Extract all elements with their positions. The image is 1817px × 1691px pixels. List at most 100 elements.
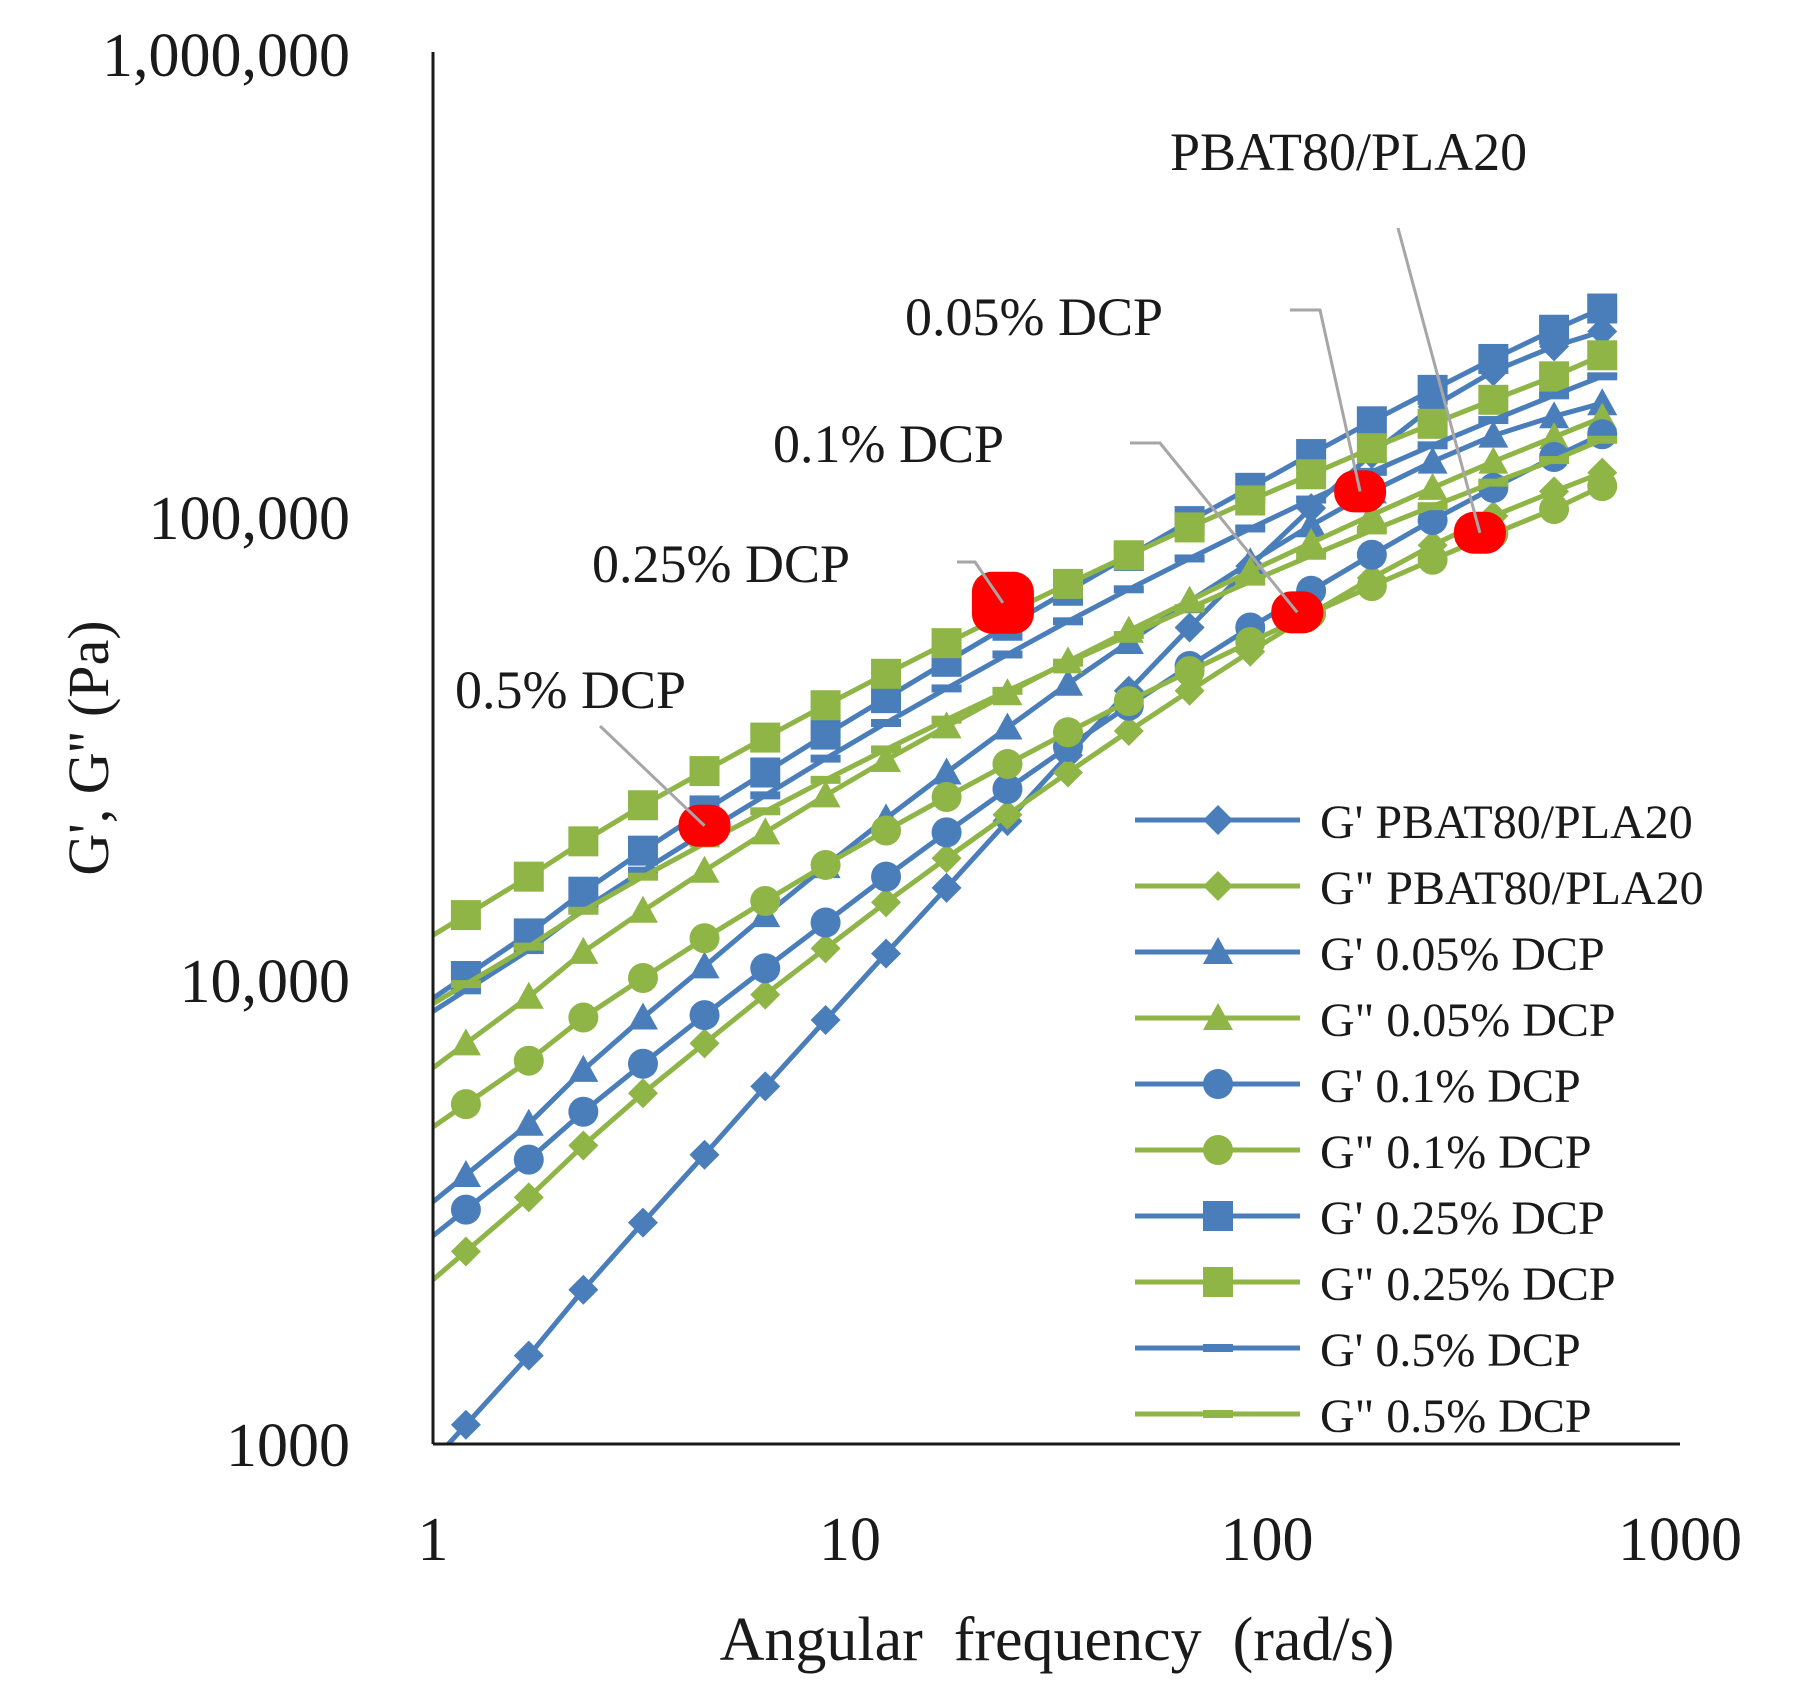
data-point xyxy=(568,1274,599,1305)
data-point xyxy=(450,1028,481,1056)
data-point xyxy=(689,1028,720,1059)
data-point xyxy=(568,826,599,857)
data-point xyxy=(450,980,481,989)
legend-item: G' 0.5% DCP xyxy=(1135,1324,1581,1377)
data-point xyxy=(871,744,902,772)
legend: G' PBAT80/PLA20 G" PBAT80/PLA20 G' 0.05%… xyxy=(1135,796,1704,1443)
legend-label: G' 0.5% DCP xyxy=(1320,1324,1581,1377)
data-point xyxy=(1587,388,1618,416)
data-point xyxy=(1417,441,1448,450)
data-point xyxy=(1587,293,1618,324)
data-point xyxy=(1356,499,1387,527)
data-point xyxy=(1052,617,1083,626)
data-point xyxy=(689,923,720,954)
data-point xyxy=(992,650,1023,659)
y-tick-label: 10,000 xyxy=(180,948,351,1016)
annotation-highlight xyxy=(678,804,731,847)
series-9 xyxy=(433,435,1618,1006)
x-tick-label: 1000 xyxy=(1618,1506,1742,1574)
data-point xyxy=(627,835,658,866)
plot-series xyxy=(433,293,1618,1444)
data-point xyxy=(627,1207,658,1238)
plot-axes xyxy=(431,52,1680,1446)
data-point xyxy=(1174,512,1205,543)
data-point xyxy=(1052,717,1083,748)
data-point xyxy=(931,872,962,903)
data-point xyxy=(689,1139,720,1170)
data-point xyxy=(513,1340,544,1371)
data-point xyxy=(1356,406,1387,437)
y-tick-label: 100,000 xyxy=(149,485,351,553)
data-point xyxy=(810,754,841,763)
data-point xyxy=(810,1004,841,1035)
data-point xyxy=(871,815,902,846)
data-point xyxy=(1296,495,1327,504)
data-point xyxy=(1417,446,1448,474)
data-point xyxy=(1235,627,1266,658)
data-point xyxy=(810,775,841,784)
data-point xyxy=(1296,551,1327,560)
annotation-label: PBAT80/PLA20 xyxy=(1170,122,1527,182)
annotation-leader xyxy=(1396,227,1482,534)
data-point xyxy=(750,807,781,816)
data-point xyxy=(1478,446,1509,474)
data-point xyxy=(450,1409,481,1440)
legend-label: G' 0.1% DCP xyxy=(1320,1060,1581,1113)
data-point xyxy=(450,1159,481,1187)
legend-item: G" 0.5% DCP xyxy=(1135,1390,1592,1443)
data-point xyxy=(450,1236,481,1267)
data-point xyxy=(931,817,962,848)
data-point xyxy=(513,981,544,1009)
data-point xyxy=(1235,524,1266,533)
data-point xyxy=(568,936,599,964)
data-point xyxy=(1539,401,1570,429)
x-tick-labels: 1 10 100 1000 xyxy=(418,1506,1743,1574)
data-point xyxy=(931,715,962,724)
data-point xyxy=(1113,686,1144,717)
data-point xyxy=(450,900,481,931)
data-point xyxy=(931,757,962,785)
data-point xyxy=(1478,343,1509,374)
data-point xyxy=(689,756,720,787)
data-point xyxy=(568,906,599,915)
data-point xyxy=(810,849,841,880)
legend-swatch-marker xyxy=(1203,805,1233,835)
data-point xyxy=(810,780,841,808)
annotation-label: 0.5% DCP xyxy=(455,660,686,720)
data-point xyxy=(627,1002,658,1030)
legend-item: G" PBAT80/PLA20 xyxy=(1135,862,1704,915)
legend-item: G" 0.05% DCP xyxy=(1135,994,1616,1047)
data-point xyxy=(513,1144,544,1175)
plot-leaders xyxy=(598,227,1482,827)
data-point xyxy=(1052,757,1083,788)
data-point xyxy=(750,885,781,916)
data-point xyxy=(1417,472,1448,500)
data-point xyxy=(871,658,902,689)
legend-item: G' 0.25% DCP xyxy=(1135,1192,1605,1245)
data-point xyxy=(1478,420,1509,448)
data-point xyxy=(568,1130,599,1161)
data-point xyxy=(750,953,781,984)
data-point xyxy=(871,718,902,727)
legend-label: G" 0.05% DCP xyxy=(1320,994,1616,1047)
legend-item: G' 0.1% DCP xyxy=(1135,1060,1581,1113)
legend-swatch-marker xyxy=(1203,937,1233,964)
legend-item: G' 0.05% DCP xyxy=(1135,928,1605,981)
data-point xyxy=(450,1089,481,1120)
data-point xyxy=(627,1078,658,1109)
data-point xyxy=(1174,656,1205,687)
data-point xyxy=(1052,668,1083,696)
annotation-leader xyxy=(1130,441,1299,614)
x-tick-label: 10 xyxy=(819,1506,881,1574)
annotation-label: 0.1% DCP xyxy=(773,414,1004,474)
annotation-label: 0.05% DCP xyxy=(905,287,1163,347)
data-point xyxy=(871,745,902,754)
data-point xyxy=(1356,433,1387,464)
legend-swatch-marker xyxy=(1203,871,1233,901)
data-point xyxy=(1478,384,1509,415)
data-point xyxy=(931,711,962,739)
data-point xyxy=(931,843,962,874)
legend-label: G" 0.25% DCP xyxy=(1320,1258,1616,1311)
data-point xyxy=(992,712,1023,740)
